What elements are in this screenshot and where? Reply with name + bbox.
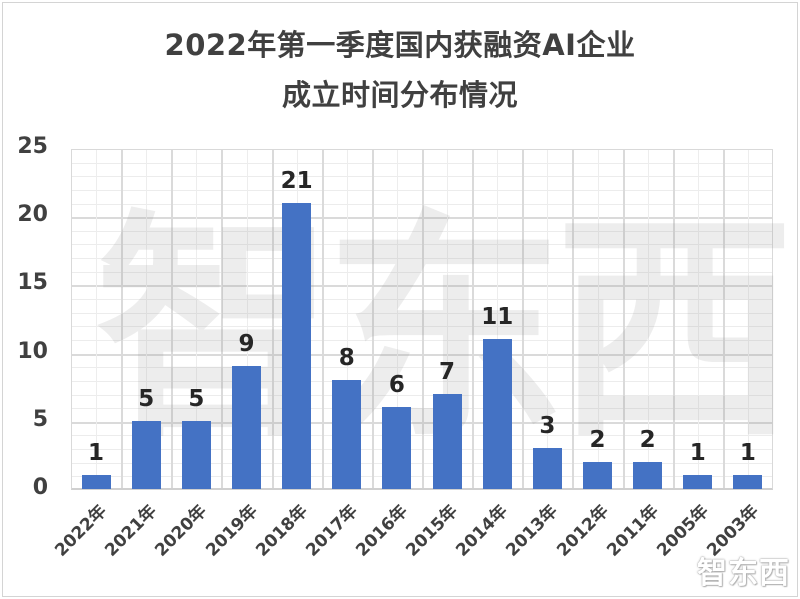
minor-vertical-gridline — [146, 150, 148, 488]
bar — [131, 420, 161, 489]
bar — [733, 475, 763, 489]
y-tick-label: 25 — [17, 134, 48, 159]
minor-vertical-gridline — [547, 150, 549, 488]
bar — [382, 407, 412, 489]
y-tick-label: 20 — [17, 202, 48, 228]
major-vertical-gridline — [171, 150, 174, 488]
bar — [181, 420, 211, 489]
minor-vertical-gridline — [447, 150, 449, 488]
minor-vertical-gridline — [396, 150, 398, 488]
data-label: 6 — [388, 372, 405, 399]
major-vertical-gridline — [672, 150, 675, 488]
data-label: 7 — [439, 358, 456, 385]
bar — [81, 475, 111, 489]
bar — [282, 202, 312, 489]
data-label: 9 — [238, 331, 255, 358]
minor-vertical-gridline — [246, 150, 248, 488]
bar — [432, 393, 462, 489]
y-tick-label: 0 — [32, 475, 48, 500]
data-label: 1 — [739, 440, 756, 467]
minor-vertical-gridline — [597, 150, 599, 488]
data-label: 5 — [138, 385, 155, 412]
major-vertical-gridline — [371, 150, 374, 488]
plot-area — [71, 149, 773, 490]
data-label: 2 — [589, 426, 606, 453]
data-label: 11 — [481, 303, 514, 330]
chart-title-line-1: 2022年第一季度国内获融资AI企业 — [164, 28, 636, 62]
data-label: 21 — [280, 167, 313, 194]
major-vertical-gridline — [121, 150, 124, 488]
data-label: 1 — [689, 440, 706, 467]
y-tick-label: 10 — [17, 338, 48, 364]
bar — [332, 379, 362, 489]
bar — [683, 475, 713, 489]
minor-vertical-gridline — [697, 150, 699, 488]
major-vertical-gridline — [472, 150, 475, 488]
y-tick-label: 15 — [17, 270, 48, 296]
major-vertical-gridline — [321, 150, 324, 488]
minor-vertical-gridline — [747, 150, 749, 488]
data-label: 1 — [88, 440, 105, 467]
data-label: 3 — [539, 413, 556, 440]
minor-vertical-gridline — [346, 150, 348, 488]
major-vertical-gridline — [221, 150, 224, 488]
major-vertical-gridline — [422, 150, 424, 488]
chart-title-line-2: 成立时间分布情况 — [281, 78, 518, 112]
data-label: 5 — [188, 385, 205, 412]
bar — [232, 366, 261, 489]
data-label: 2 — [639, 426, 656, 453]
bar — [482, 338, 512, 489]
major-vertical-gridline — [522, 150, 525, 488]
y-tick-label: 5 — [32, 406, 48, 432]
bar — [633, 461, 663, 489]
major-vertical-gridline — [622, 150, 625, 488]
major-vertical-gridline — [572, 150, 575, 488]
corner-logo: 智东西 — [697, 556, 790, 591]
minor-vertical-gridline — [96, 150, 98, 488]
bar — [532, 448, 562, 489]
bar — [583, 461, 612, 489]
minor-vertical-gridline — [497, 150, 499, 488]
minor-vertical-gridline — [647, 150, 649, 488]
major-vertical-gridline — [722, 150, 725, 488]
major-vertical-gridline — [271, 150, 274, 488]
minor-vertical-gridline — [196, 150, 198, 488]
data-label: 8 — [338, 344, 355, 371]
